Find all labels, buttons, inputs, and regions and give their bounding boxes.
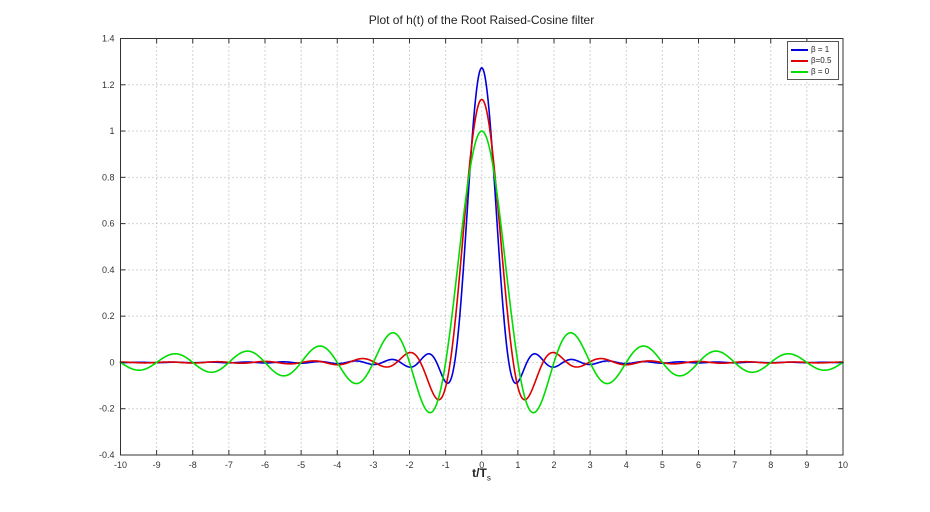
x-axis-label-main: t/T (472, 466, 487, 480)
chart-title: Plot of h(t) of the Root Raised-Cosine f… (368, 13, 595, 27)
y-tick-label: 0 (109, 357, 114, 367)
x-tick-label: 3 (588, 460, 593, 470)
y-tick-label: 0.4 (102, 265, 115, 275)
x-tick-label: 10 (838, 460, 848, 470)
series-curves (119, 67, 844, 414)
legend-box: β = 1 β=0.5 β = 0 (787, 41, 839, 80)
x-axis-label: t/Ts (120, 466, 843, 482)
axis-tick-labels: -10 -9 -8 -7 -6 -5 -4 -3 -2 -1 0 1 2 3 4 5 6 7 8 9 10-0.4-0.… (99, 34, 848, 471)
series-line-β=1 (119, 67, 844, 385)
y-tick-label: -0.2 (99, 404, 115, 414)
x-tick-label: -3 (369, 460, 377, 470)
x-tick-label: -5 (297, 460, 305, 470)
x-tick-label: -4 (333, 460, 341, 470)
x-tick-label: 8 (768, 460, 773, 470)
grid-lines (120, 38, 843, 455)
x-tick-label: -8 (189, 460, 197, 470)
legend-label: β = 0 (811, 66, 830, 76)
y-tick-label: 1.2 (102, 80, 115, 90)
legend-entry-beta-0.5: β=0.5 (791, 55, 835, 66)
y-tick-label: 1 (109, 126, 114, 136)
x-tick-label: 9 (804, 460, 809, 470)
axes-box (120, 38, 844, 456)
x-tick-label: 0 (479, 460, 484, 470)
x-tick-label: -9 (153, 460, 161, 470)
x-tick-label: 4 (624, 460, 629, 470)
legend-line-swatch-green (791, 70, 808, 73)
x-tick-label: -6 (261, 460, 269, 470)
series-line-β=0.5 (119, 98, 844, 401)
x-tick-label: -1 (442, 460, 450, 470)
x-tick-label: -2 (405, 460, 413, 470)
legend-label: β=0.5 (811, 55, 832, 65)
legend-line-swatch-red (791, 59, 808, 62)
x-tick-label: 1 (515, 460, 520, 470)
x-tick-label: 2 (551, 460, 556, 470)
x-tick-label: 5 (660, 460, 665, 470)
x-tick-label: -10 (114, 460, 127, 470)
y-tick-label: -0.4 (99, 450, 115, 460)
x-tick-label: 6 (696, 460, 701, 470)
legend-line-swatch-blue (791, 48, 808, 51)
legend-entry-beta-0: β = 0 (791, 66, 835, 77)
y-tick-label: 1.4 (102, 34, 115, 44)
series-line-β=0 (119, 130, 844, 414)
y-tick-label: 0.6 (102, 219, 115, 229)
x-axis-label-subscript: s (486, 473, 491, 483)
x-tick-label: 7 (732, 460, 737, 470)
legend-entry-beta-1: β = 1 (791, 44, 835, 55)
legend-label: β = 1 (811, 44, 830, 54)
x-tick-label: -7 (225, 460, 233, 470)
y-tick-label: 0.2 (102, 311, 115, 321)
y-tick-label: 0.8 (102, 172, 115, 182)
